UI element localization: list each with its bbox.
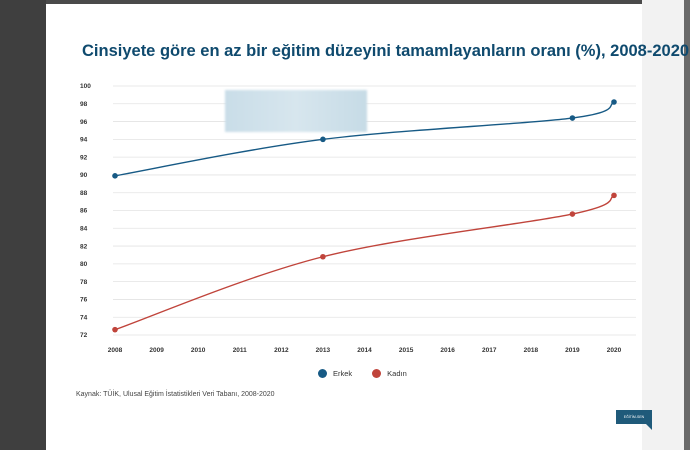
legend-marker-erkek — [318, 369, 327, 378]
data-point-kadin — [611, 192, 617, 199]
x-tick-label: 2011 — [233, 347, 247, 354]
y-tick-label: 100 — [80, 83, 91, 90]
y-tick-label: 98 — [80, 101, 88, 108]
y-tick-label: 96 — [80, 119, 88, 126]
x-tick-label: 2016 — [440, 347, 455, 354]
legend-label-kadin: Kadın — [387, 369, 407, 378]
x-tick-label: 2008 — [108, 347, 123, 354]
redacted-overlay — [225, 90, 367, 132]
series-line-erkek — [114, 101, 615, 177]
legend-item-erkek[interactable]: Erkek — [318, 369, 352, 378]
x-tick-label: 2009 — [149, 347, 164, 354]
y-tick-label: 88 — [80, 190, 88, 197]
x-tick-label: 2020 — [607, 347, 622, 354]
x-tick-label: 2010 — [191, 347, 206, 354]
source-note: Kaynak: TÜİK, Ulusal Eğitim İstatistikle… — [76, 391, 275, 398]
y-tick-label: 80 — [80, 261, 88, 268]
data-point-erkek — [320, 136, 326, 143]
chart-legend: Erkek Kadın — [318, 369, 407, 378]
y-tick-label: 72 — [80, 332, 88, 339]
publisher-logo: EĞİTİM-SEN — [616, 410, 652, 430]
data-point-kadin — [320, 253, 326, 260]
x-tick-label: 2017 — [482, 347, 497, 354]
right-frame — [642, 0, 690, 450]
data-point-kadin — [569, 211, 576, 217]
x-tick-label: 2012 — [274, 347, 289, 354]
y-tick-label: 86 — [80, 208, 88, 215]
data-point-erkek — [611, 99, 617, 105]
legend-item-kadin[interactable]: Kadın — [372, 369, 407, 378]
legend-marker-kadin — [372, 369, 382, 378]
x-tick-label: 2013 — [316, 347, 331, 354]
chart-slide: Cinsiyete göre en az bir eğitim düzeyini… — [46, 4, 690, 450]
y-tick-label: 84 — [80, 225, 88, 232]
data-point-erkek — [112, 173, 118, 179]
logo-text: EĞİTİM-SEN — [623, 415, 645, 419]
data-point-erkek — [569, 115, 576, 121]
x-tick-label: 2014 — [357, 347, 372, 354]
data-point-kadin — [112, 326, 118, 333]
y-tick-label: 90 — [80, 172, 88, 179]
legend-label-erkek: Erkek — [333, 369, 353, 378]
y-tick-label: 78 — [80, 279, 88, 286]
y-tick-label: 94 — [80, 137, 88, 144]
x-tick-label: 2019 — [565, 347, 580, 354]
y-tick-label: 76 — [80, 297, 88, 304]
series-line-kadin — [114, 194, 615, 331]
x-tick-label: 2018 — [524, 347, 539, 354]
left-frame — [0, 0, 46, 450]
x-tick-label: 2015 — [399, 347, 414, 354]
y-tick-label: 92 — [80, 154, 88, 161]
line-chart: 72 74 76 78 80 82 84 86 88 90 92 94 96 98 100 2008 2009 2… — [80, 83, 636, 354]
chart-title: Cinsiyete göre en az bir eğitim düzeyini… — [82, 42, 690, 60]
y-tick-label: 74 — [80, 314, 88, 321]
y-tick-label: 82 — [80, 243, 88, 250]
